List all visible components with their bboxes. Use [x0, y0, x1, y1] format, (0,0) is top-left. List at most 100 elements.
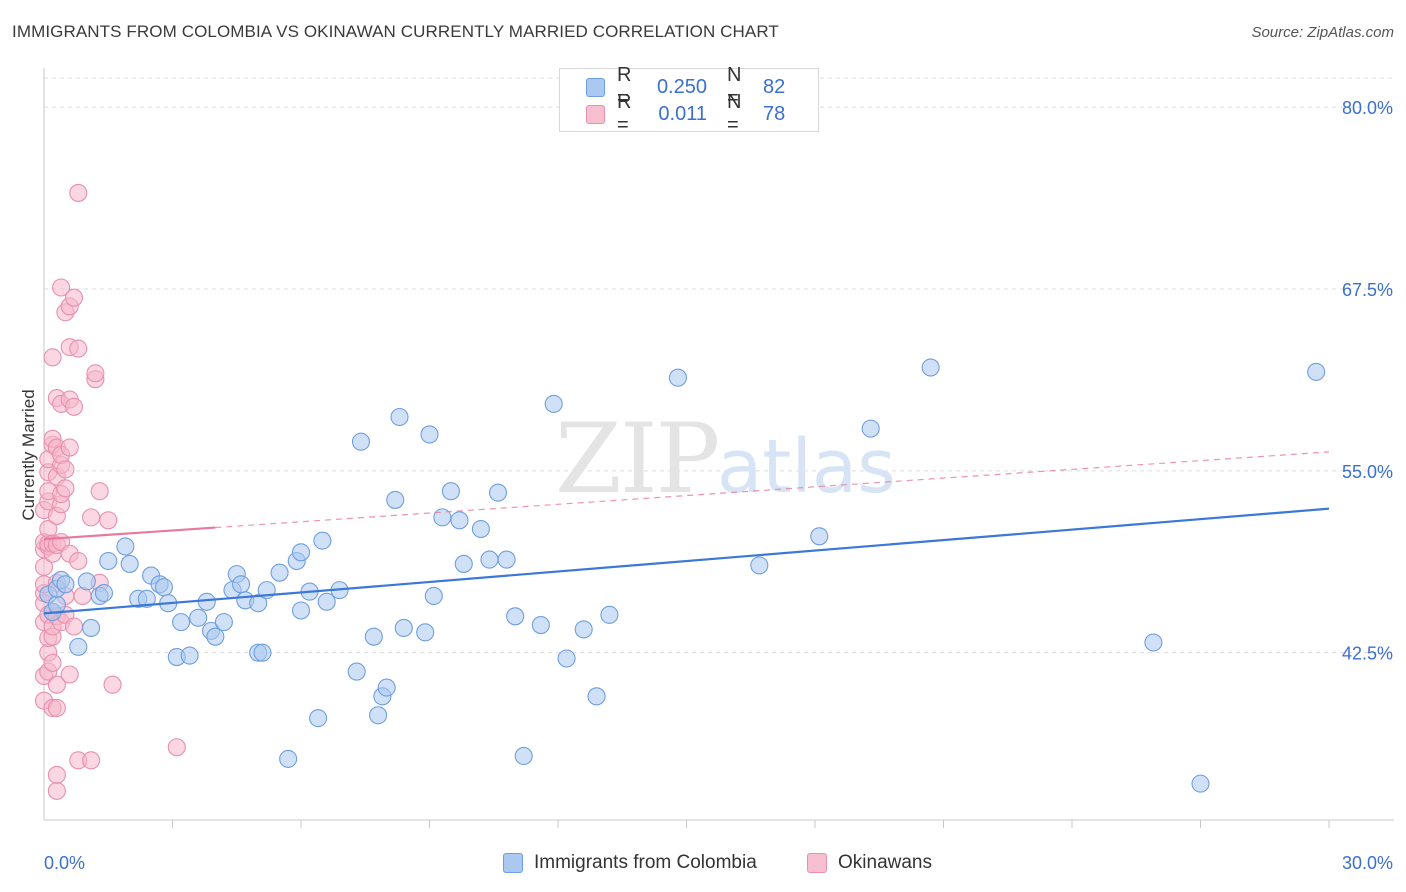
point-colombia: [99, 551, 118, 571]
point-colombia: [488, 483, 508, 502]
x-tick-label: 0.0%: [44, 853, 85, 873]
point-okinawans: [47, 675, 66, 694]
point-okinawans: [69, 551, 88, 571]
point-okinawans: [47, 765, 66, 784]
point-colombia: [189, 608, 208, 627]
point-colombia: [424, 586, 443, 605]
watermark: ZIP atlas: [555, 403, 896, 515]
legend-n-label: N =: [727, 64, 742, 109]
legend-row-colombia: R = 0.250 N = 82: [586, 64, 785, 109]
point-colombia: [433, 508, 452, 527]
legend-item-colombia[interactable]: Immigrants from Colombia: [503, 852, 757, 874]
legend-swatch-colombia: [586, 77, 605, 97]
point-colombia: [471, 519, 490, 539]
point-colombia: [309, 709, 328, 728]
x-tick-label: 30.0%: [1342, 853, 1393, 873]
point-colombia: [1144, 633, 1163, 652]
legend-row-okinawans: R = 0.011 N = 78: [586, 91, 786, 136]
point-okinawans: [60, 438, 79, 457]
point-colombia: [377, 678, 396, 697]
point-colombia: [514, 746, 533, 766]
legend-r-label: R =: [617, 64, 632, 109]
point-colombia: [172, 613, 191, 632]
point-colombia: [1191, 774, 1210, 793]
trend-lines: [43, 451, 1330, 615]
point-colombia: [231, 575, 251, 594]
point-colombia: [480, 550, 499, 569]
trend-line-okinawans: [43, 526, 216, 541]
point-colombia: [69, 637, 88, 656]
point-okinawans: [60, 665, 79, 684]
point-colombia: [600, 605, 619, 624]
chart-title: IMMIGRANTS FROM COLOMBIA VS OKINAWAN CUR…: [12, 22, 779, 41]
point-okinawans: [69, 339, 88, 358]
point-colombia: [531, 615, 550, 635]
series-legend: Immigrants from Colombia Okinawans: [0, 852, 1406, 878]
point-colombia: [291, 543, 311, 562]
legend-n-value: 78: [763, 102, 786, 125]
point-colombia: [206, 627, 225, 646]
tick-labels: 80.0% 67.5% 55.0% 42.5% 0.0% 30.0%: [44, 98, 1393, 873]
point-okinawans: [64, 288, 84, 307]
point-colombia: [750, 556, 769, 575]
legend-r-value: 0.011: [658, 102, 707, 125]
point-colombia: [506, 607, 525, 626]
y-tick-label: 80.0%: [1342, 98, 1393, 118]
point-colombia: [416, 623, 435, 642]
point-colombia: [454, 554, 473, 573]
point-okinawans: [64, 397, 84, 416]
y-tick-label: 42.5%: [1342, 644, 1393, 664]
point-colombia: [180, 646, 199, 665]
point-colombia: [317, 592, 336, 611]
point-colombia: [587, 687, 606, 706]
point-colombia: [420, 425, 439, 444]
point-okinawans: [99, 511, 118, 530]
point-colombia: [351, 432, 371, 451]
point-colombia: [544, 394, 563, 413]
point-okinawans: [82, 508, 101, 527]
point-colombia: [56, 575, 75, 594]
legend-label-colombia: Immigrants from Colombia: [534, 852, 757, 873]
legend-swatch-colombia: [503, 853, 523, 873]
point-okinawans: [52, 278, 71, 297]
point-colombia: [82, 618, 101, 638]
point-colombia: [574, 620, 593, 639]
legend-swatch-okinawans: [807, 853, 827, 873]
legend-label-okinawans: Okinawans: [838, 852, 932, 873]
legend-swatch-okinawans: [586, 104, 605, 124]
legend-r-value: 0.250: [656, 75, 707, 98]
legend-r-label: R =: [617, 91, 632, 136]
point-okinawans: [64, 617, 84, 636]
point-colombia: [364, 627, 383, 646]
point-okinawans: [47, 781, 66, 800]
legend-item-okinawans[interactable]: Okinawans: [807, 852, 932, 874]
point-colombia: [497, 550, 516, 569]
point-okinawans: [47, 698, 66, 718]
point-colombia: [214, 613, 233, 632]
point-okinawans: [167, 738, 186, 757]
point-colombia: [668, 368, 687, 387]
point-okinawans: [90, 482, 109, 501]
point-colombia: [137, 589, 156, 608]
point-colombia: [390, 407, 409, 427]
point-colombia: [279, 749, 298, 768]
point-colombia: [253, 643, 272, 662]
point-colombia: [369, 706, 388, 725]
point-colombia: [313, 531, 332, 550]
point-colombia: [291, 601, 311, 620]
point-okinawans: [86, 364, 105, 383]
grid-lines: [44, 77, 1394, 654]
point-colombia: [394, 618, 413, 638]
point-okinawans: [69, 183, 88, 202]
data-points: [34, 183, 1326, 800]
point-colombia: [450, 511, 469, 530]
point-colombia: [249, 594, 268, 613]
point-colombia: [386, 490, 405, 509]
point-okinawans: [43, 348, 62, 367]
point-okinawans: [82, 751, 101, 770]
trend-line-colombia: [43, 507, 1330, 615]
point-colombia: [1307, 362, 1326, 381]
point-colombia: [921, 358, 940, 377]
point-colombia: [197, 592, 216, 611]
